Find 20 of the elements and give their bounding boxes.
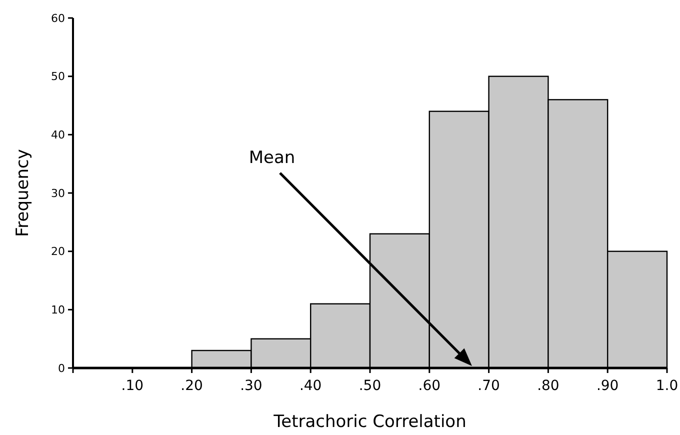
- y-tick-label: 40: [51, 128, 65, 142]
- x-axis-title: Tetrachoric Correlation: [272, 412, 466, 432]
- y-tick-label: 30: [51, 186, 65, 200]
- x-tick-label: .70: [478, 378, 500, 394]
- x-tick-label: 1.0: [656, 378, 678, 394]
- x-tick-label: .10: [121, 378, 144, 394]
- y-axis-title: Frequency: [13, 149, 33, 237]
- x-tick-label: .40: [299, 378, 322, 394]
- x-tick-label: .90: [596, 378, 619, 394]
- x-tick-label: .50: [358, 378, 382, 394]
- x-tick-label: .20: [180, 378, 203, 394]
- y-tick-label: 0: [58, 362, 65, 375]
- y-tick-label: 10: [51, 304, 65, 317]
- annotation: Mean: [248, 148, 296, 168]
- y-tick-label: 20: [51, 245, 65, 258]
- x-tick-label: .80: [537, 378, 560, 394]
- y-tick-label: 50: [51, 70, 65, 84]
- x-tick-label: .60: [418, 378, 441, 394]
- y-tick-label: 60: [51, 12, 65, 25]
- x-tick-label: .30: [240, 378, 262, 394]
